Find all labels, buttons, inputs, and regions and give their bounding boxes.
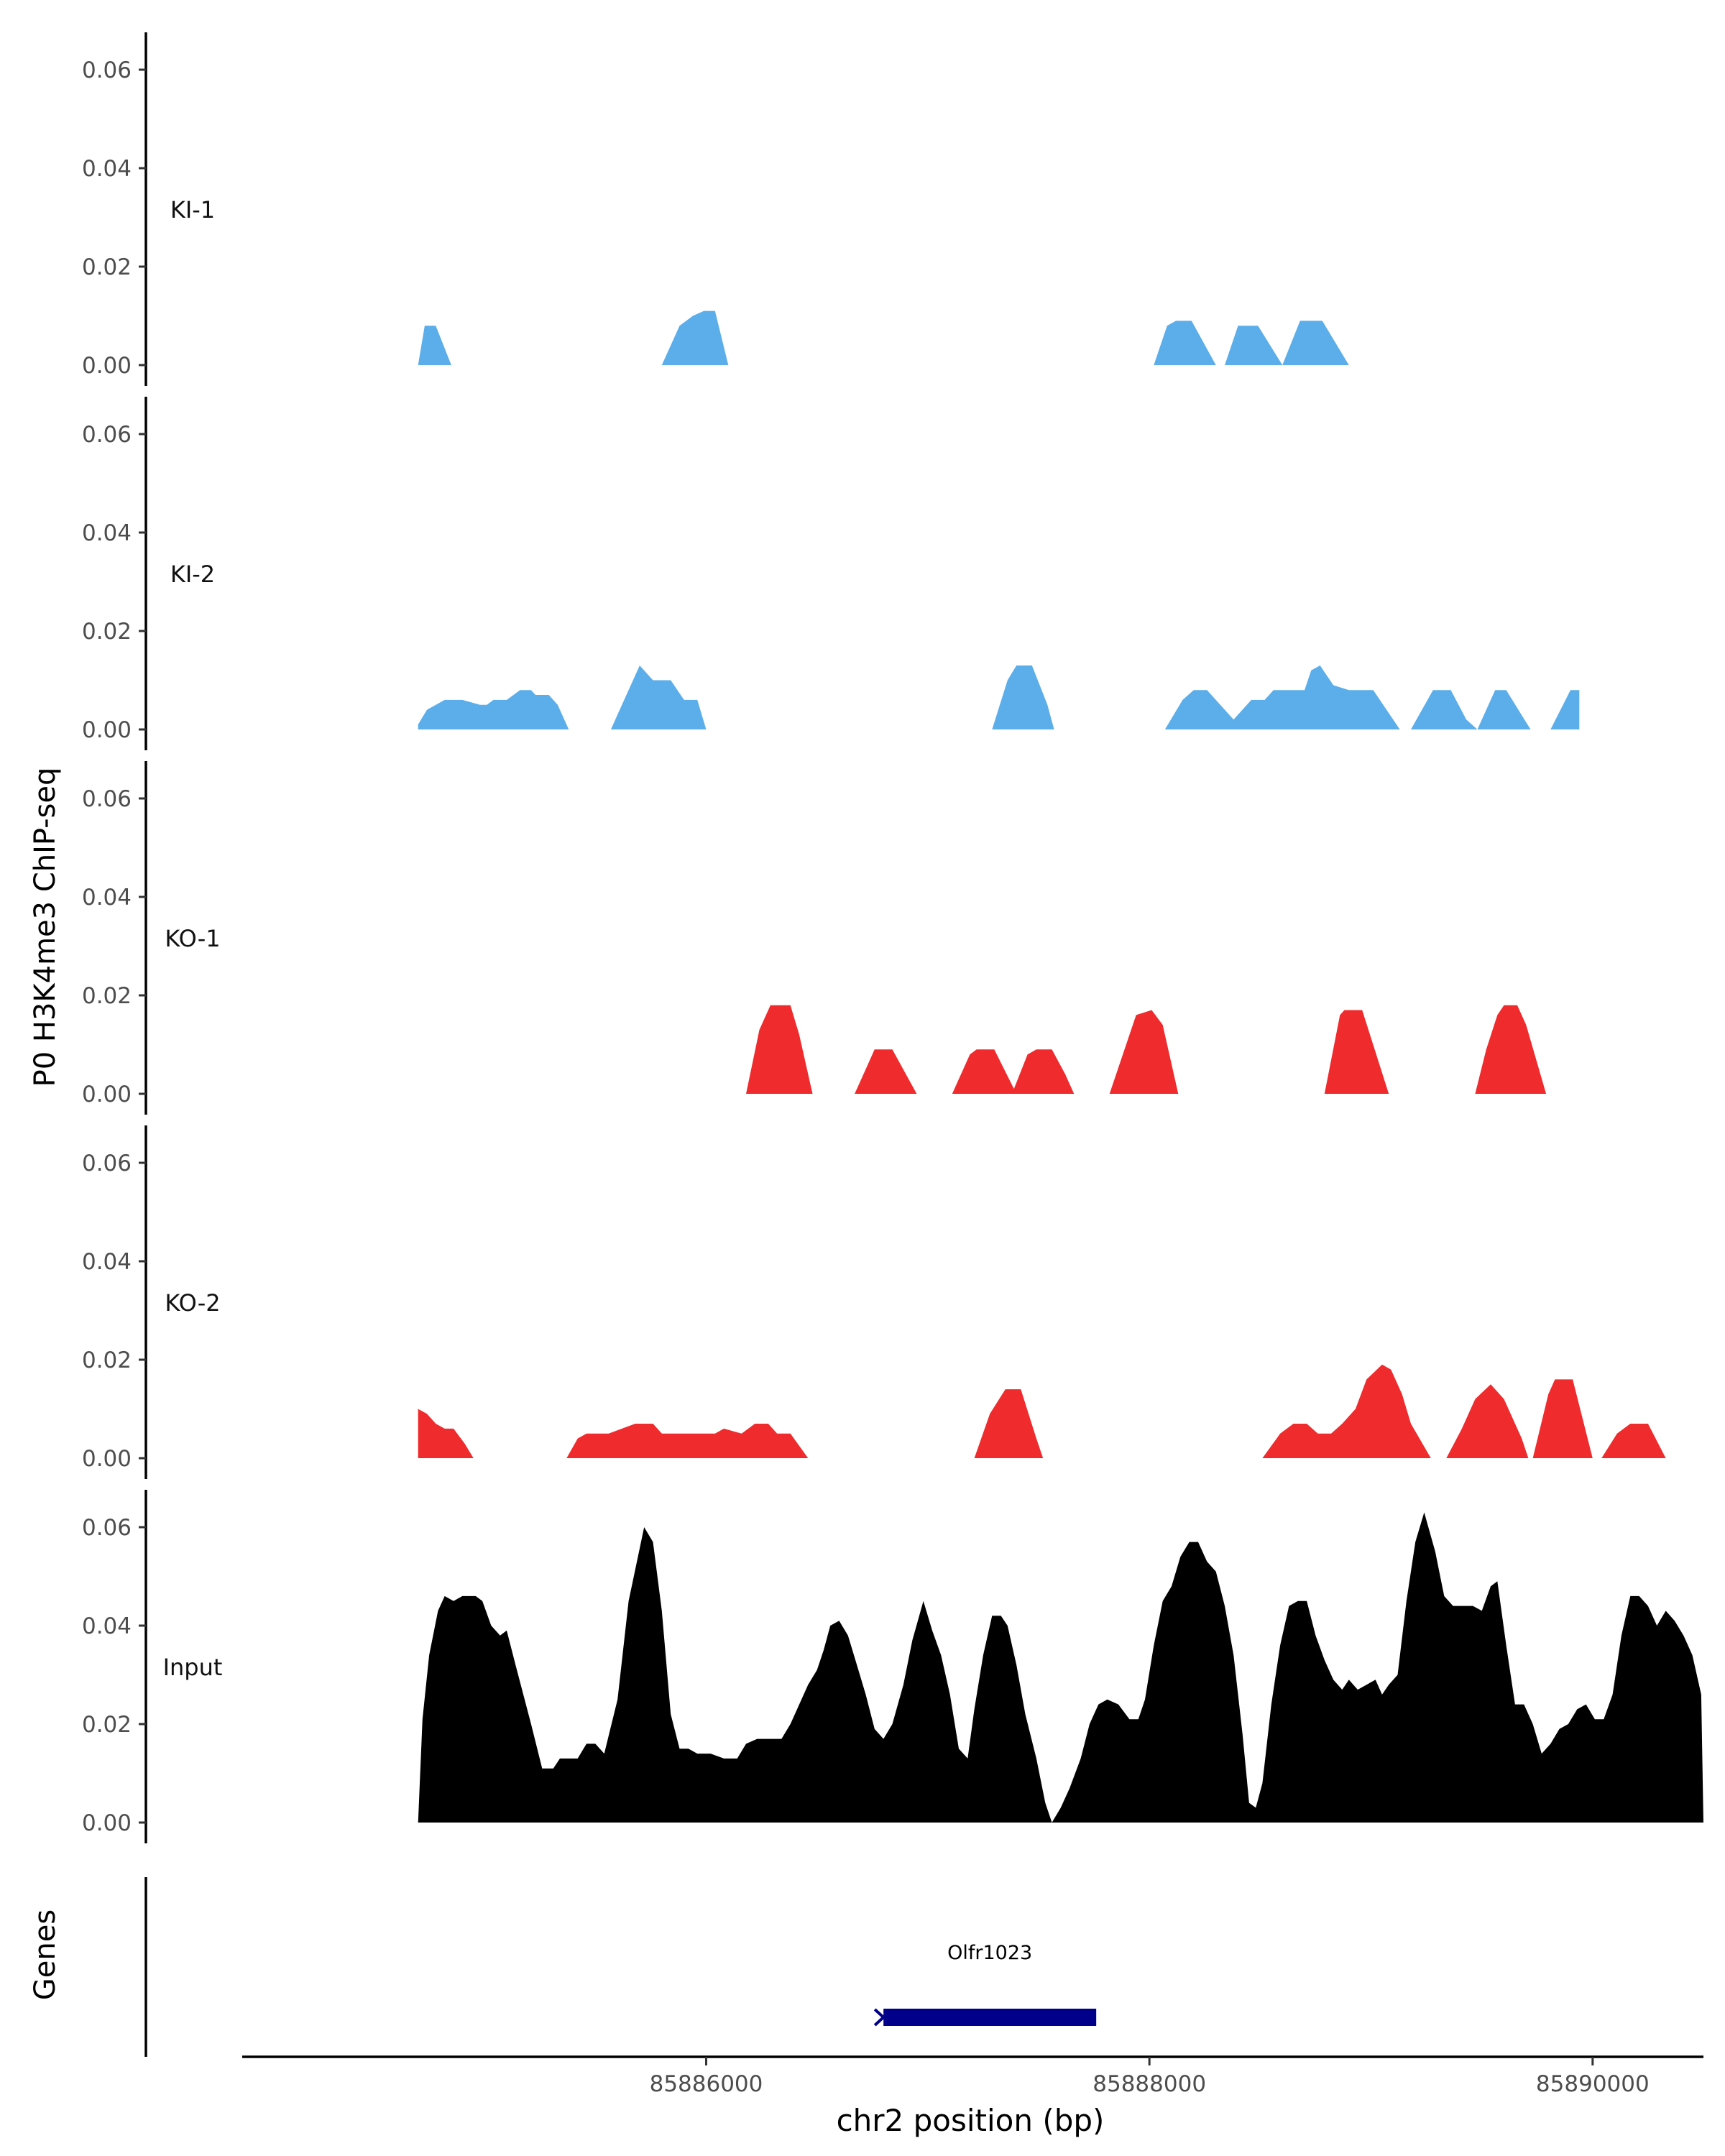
coverage-area (1262, 1364, 1431, 1458)
coverage-area (418, 326, 451, 365)
coverage-area (952, 1049, 1017, 1094)
coverage-area (1411, 690, 1531, 729)
y-tick-label: 0.02 (82, 619, 132, 645)
y-tick-label: 0.04 (82, 156, 132, 182)
coverage-area (1475, 1005, 1547, 1094)
gene-annotation-panel: Olfr1023 (144, 1877, 1097, 2057)
y-tick-label: 0.04 (82, 520, 132, 546)
coverage-area (1446, 1384, 1529, 1458)
x-tick-label: 85890000 (1536, 2071, 1650, 2097)
track-ko-2: 0.00 0.02 0.04 0.06 KO-2 (82, 1125, 1666, 1479)
y-tick-label: 0.06 (82, 786, 132, 812)
x-tick-label: 85886000 (650, 2071, 763, 2097)
y-tick-label: 0.02 (82, 254, 132, 280)
coverage-area (1282, 321, 1349, 365)
coverage-area (1109, 1010, 1179, 1094)
track-label: KI-1 (170, 196, 215, 224)
y-tick-label: 0.06 (82, 1151, 132, 1176)
track-label: KO-2 (165, 1289, 220, 1317)
track-label: KI-2 (170, 561, 215, 588)
y-tick-label: 0.00 (82, 353, 132, 379)
y-tick-label: 0.02 (82, 1712, 132, 1738)
coverage-area (746, 1005, 813, 1094)
coverage-area (1154, 321, 1216, 365)
coverage-area (974, 1389, 1044, 1458)
y-tick-label: 0.00 (82, 717, 132, 743)
coverage-area (1220, 326, 1283, 365)
coverage-area (661, 310, 729, 365)
track-label: Input (163, 1654, 223, 1681)
coverage-area (1324, 1010, 1389, 1094)
y-tick-label: 0.00 (82, 1082, 132, 1107)
coverage-area (418, 690, 569, 729)
coverage-area (992, 665, 1054, 729)
y-tick-label: 0.00 (82, 1810, 132, 1836)
y-tick-label: 0.02 (82, 983, 132, 1009)
coverage-area (1601, 1424, 1666, 1458)
y-tick-label: 0.06 (82, 1515, 132, 1541)
x-axis: 85886000 85888000 85890000 (242, 2055, 1703, 2097)
y-axis-title: P0 H3K4me3 ChIP-seq (29, 768, 62, 1087)
y-tick-label: 0.06 (82, 57, 132, 83)
y-tick-label: 0.06 (82, 422, 132, 448)
gene-label: Olfr1023 (947, 1942, 1032, 1964)
track-ki-1: 0.00 0.02 0.04 0.06 KI-1 (82, 32, 1349, 386)
coverage-area (566, 1424, 809, 1458)
coverage-area (855, 1049, 917, 1094)
y-tick-label: 0.02 (82, 1348, 132, 1373)
y-tick-label: 0.00 (82, 1446, 132, 1472)
y-tick-label: 0.04 (82, 1613, 132, 1639)
y-tick-label: 0.04 (82, 1249, 132, 1275)
gene-body (883, 2009, 1097, 2026)
x-axis-title: chr2 position (bp) (837, 2103, 1105, 2138)
track-label: KO-1 (165, 925, 220, 952)
coverage-area (1532, 1379, 1593, 1458)
genes-axis-title: Genes (29, 1909, 62, 2000)
coverage-area (610, 665, 707, 729)
track-ki-2: 0.00 0.02 0.04 0.06 KI-2 (82, 397, 1580, 750)
coverage-area (1550, 690, 1580, 729)
coverage-area (418, 1512, 1704, 1823)
track-ko-1: 0.00 0.02 0.04 0.06 KO-1 (82, 761, 1547, 1115)
x-tick-label: 85888000 (1092, 2071, 1206, 2097)
track-input: 0.00 0.02 0.04 0.06 Input (82, 1490, 1704, 1843)
y-tick-label: 0.04 (82, 885, 132, 911)
coverage-area (418, 1409, 474, 1458)
coverage-tracks: 0.00 0.02 0.04 0.06 KI-1 0.00 0.02 0.04 0.06 KI-2… (82, 32, 1704, 1843)
coverage-area (1012, 1049, 1075, 1094)
strand-arrow (873, 2008, 886, 2027)
coverage-area (1164, 665, 1400, 729)
